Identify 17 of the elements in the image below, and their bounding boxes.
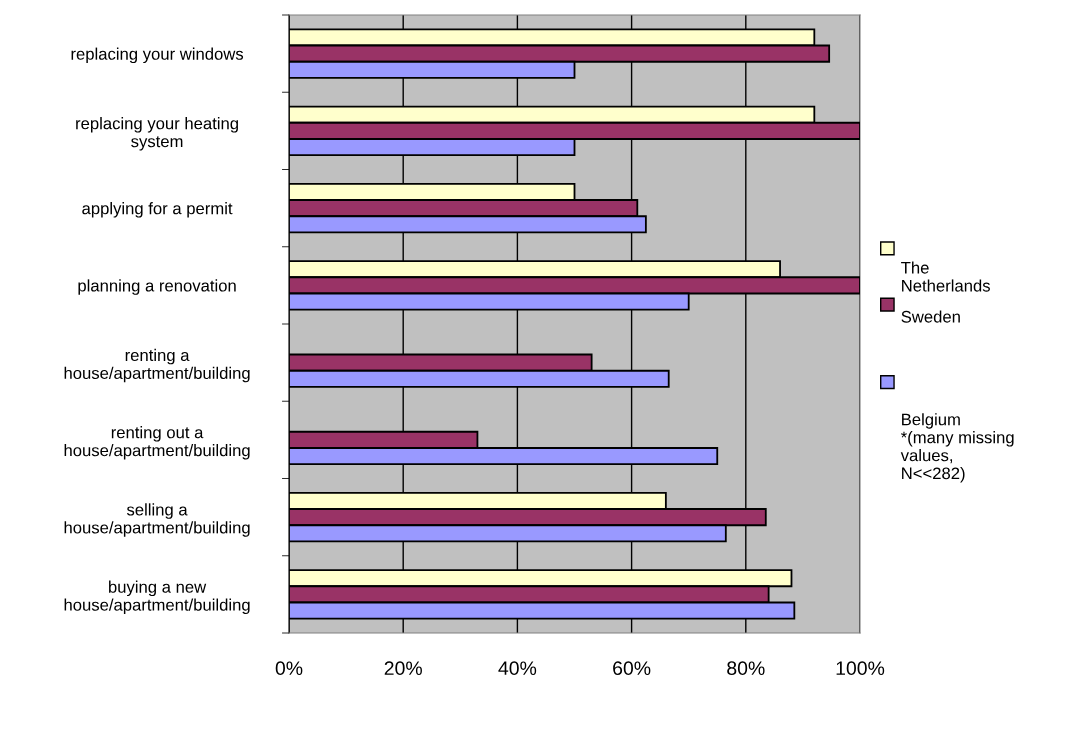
y-tick-label: planning a renovation	[78, 279, 236, 295]
y-tick-label: buying a new house/apartment/building	[64, 580, 250, 615]
x-tick-label: 60%	[613, 661, 651, 676]
text: Belgium *(many missing values, N<<282)	[900, 413, 1014, 483]
x-tick-label: 100%	[836, 661, 885, 676]
legend-label: Sweden	[901, 310, 960, 323]
y-tick-label: renting a house/apartment/building	[64, 348, 250, 383]
x-tick-label: 80%	[727, 661, 765, 676]
legend-label: The Netherlands	[901, 261, 990, 292]
y-tick-label: applying for a permit	[82, 202, 233, 218]
x-tick-label: 40%	[498, 661, 537, 676]
x-tick-label: 20%	[384, 661, 422, 676]
y-tick-label: selling a house/apartment/building	[64, 503, 250, 537]
x-tick-label: 0%	[275, 661, 303, 676]
y-tick-label: renting out a house/apartment/building	[64, 426, 250, 460]
y-tick-label: replacing your windows	[71, 47, 244, 64]
y-tick-label: replacing your heating system	[76, 117, 238, 151]
